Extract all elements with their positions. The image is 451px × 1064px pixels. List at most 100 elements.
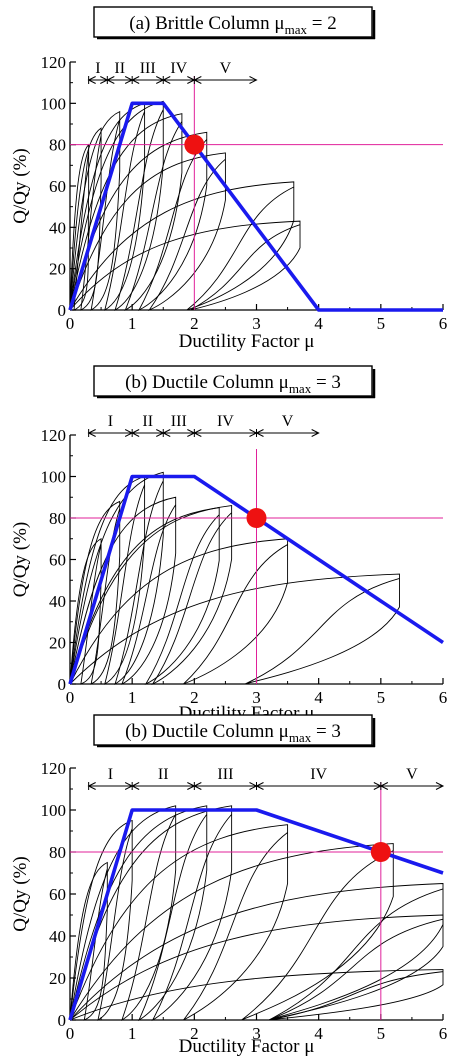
hysteresis-loop-4 bbox=[69, 471, 164, 685]
chart-title-sub: max bbox=[289, 730, 312, 745]
y-tick-label: 40 bbox=[49, 218, 66, 237]
x-tick-label: 4 bbox=[314, 314, 323, 333]
range-label-II: II bbox=[114, 60, 125, 77]
range-label-IV: IV bbox=[310, 766, 327, 783]
hysteresis-loop-8 bbox=[69, 152, 226, 312]
hysteresis-loop-9 bbox=[69, 181, 295, 311]
x-tick-label: 2 bbox=[190, 1024, 199, 1043]
hysteresis-loop-8 bbox=[69, 883, 444, 1021]
chart-title-box bbox=[93, 365, 373, 397]
range-label-IV: IV bbox=[170, 60, 187, 77]
y-axis-label: Q/Qy (%) bbox=[10, 148, 31, 223]
hysteresis-loop-3 bbox=[69, 475, 146, 685]
y-tick-label: 80 bbox=[49, 509, 66, 528]
chart-title-main: (a) Brittle Column μ bbox=[129, 13, 284, 34]
hysteresis-loop-6 bbox=[69, 824, 289, 1021]
hysteresis-loop-9 bbox=[69, 914, 444, 1021]
x-tick-label: 1 bbox=[128, 314, 137, 333]
hysteresis-loop-1 bbox=[69, 143, 90, 311]
hysteresis-loop-2 bbox=[69, 500, 121, 685]
chart-title-tail: = 3 bbox=[311, 372, 341, 393]
x-tick-label: 0 bbox=[66, 314, 75, 333]
range-label-I: I bbox=[95, 60, 100, 77]
x-tick-label: 4 bbox=[314, 688, 323, 707]
y-tick-label: 60 bbox=[49, 551, 66, 570]
x-tick-label: 2 bbox=[190, 688, 199, 707]
chart-title-sub: max bbox=[285, 22, 308, 37]
hysteresis-loop-10 bbox=[69, 969, 444, 1021]
range-arrows: I II III IV V bbox=[87, 766, 445, 790]
range-label-IV: IV bbox=[217, 413, 234, 430]
y-axis-label: Q/Qy (%) bbox=[10, 522, 31, 597]
hysteresis-loop-6 bbox=[69, 507, 220, 686]
y-tick-label: 100 bbox=[41, 468, 67, 487]
y-tick-label: 0 bbox=[58, 1011, 67, 1030]
hysteresis-loop-9 bbox=[69, 573, 400, 685]
range-label-III: III bbox=[140, 60, 156, 77]
hysteresis-loop-3 bbox=[69, 805, 177, 1021]
envelope-line bbox=[68, 808, 444, 1021]
hysteresis-loop-7 bbox=[69, 505, 233, 686]
hysteresis-loop-5 bbox=[69, 100, 164, 311]
y-tick-label: 80 bbox=[49, 843, 66, 862]
chart-panel-1: (a) Brittle Column μmax = 20204060801001… bbox=[10, 6, 448, 352]
hysteresis-loop-2 bbox=[69, 819, 133, 1021]
hysteresis-loop-4 bbox=[69, 805, 208, 1022]
hysteresis-loops bbox=[69, 471, 400, 686]
y-tick-label: 40 bbox=[49, 927, 66, 946]
x-axis-label: Ductility Factor μ bbox=[179, 331, 315, 352]
envelope-line bbox=[68, 474, 444, 685]
chart-panel-2: (b) Ductile Column μmax = 30204060801001… bbox=[10, 365, 447, 724]
x-tick-label: 3 bbox=[252, 688, 261, 707]
y-tick-label: 0 bbox=[58, 301, 67, 320]
ultimate-point-marker bbox=[246, 508, 267, 528]
x-tick-label: 1 bbox=[128, 688, 137, 707]
range-label-V: V bbox=[220, 60, 232, 77]
ultimate-point-marker bbox=[184, 134, 205, 155]
y-tick-label: 120 bbox=[41, 759, 67, 778]
hysteresis-loop-7 bbox=[69, 843, 394, 1021]
hysteresis-loop-8 bbox=[69, 538, 289, 685]
y-tick-label: 20 bbox=[49, 634, 66, 653]
chart-title-box bbox=[93, 6, 373, 38]
range-label-I: I bbox=[108, 413, 113, 430]
range-label-III: III bbox=[217, 766, 233, 783]
chart-title: (b) Ductile Column μmax = 3 bbox=[125, 721, 341, 745]
x-tick-label: 6 bbox=[439, 314, 448, 333]
range-label-II: II bbox=[142, 413, 153, 430]
x-tick-label: 3 bbox=[252, 1024, 261, 1043]
chart-panel-3: (b) Ductile Column μmax = 3 0 20 40 60 80 100 1… bbox=[10, 714, 447, 1057]
y-tick-label: 20 bbox=[49, 969, 66, 988]
y-tick-label: 60 bbox=[49, 885, 66, 904]
range-label-III: III bbox=[171, 413, 187, 430]
y-tick-label: 120 bbox=[41, 53, 67, 72]
x-tick-label: 5 bbox=[377, 1024, 386, 1043]
range-arrowhead-right bbox=[311, 429, 320, 437]
ultimate-point-marker bbox=[370, 842, 391, 862]
hysteresis-loop-3 bbox=[69, 110, 121, 311]
x-tick-label: 1 bbox=[128, 1024, 137, 1043]
range-arrows: I II III IV V bbox=[87, 60, 258, 84]
chart-title-tail: = 3 bbox=[311, 721, 341, 742]
x-tick-label: 5 bbox=[377, 688, 386, 707]
y-axis-label: Q/Qy (%) bbox=[10, 856, 31, 931]
y-tick-label: 80 bbox=[49, 136, 66, 155]
hysteresis-loop-10 bbox=[69, 220, 301, 311]
chart-title-main: (b) Ductile Column μ bbox=[125, 721, 289, 742]
range-label-V: V bbox=[282, 413, 294, 430]
x-tick-label: 2 bbox=[190, 314, 199, 333]
y-tick-label: 40 bbox=[49, 592, 66, 611]
y-tick-label: 100 bbox=[41, 801, 67, 820]
chart-title-box bbox=[93, 714, 373, 746]
y-tick-label: 100 bbox=[41, 94, 67, 113]
range-label-I: I bbox=[108, 766, 113, 783]
x-axis-label: Ductility Factor μ bbox=[179, 1036, 315, 1057]
chart-title: (b) Ductile Column μmax = 3 bbox=[125, 372, 341, 396]
y-tick-label: 60 bbox=[49, 177, 66, 196]
hysteresis-loops bbox=[69, 805, 444, 1022]
x-tick-label: 5 bbox=[377, 314, 386, 333]
range-label-II: II bbox=[158, 766, 169, 783]
chart-title-sub: max bbox=[289, 381, 312, 396]
y-tick-label: 120 bbox=[41, 426, 67, 445]
